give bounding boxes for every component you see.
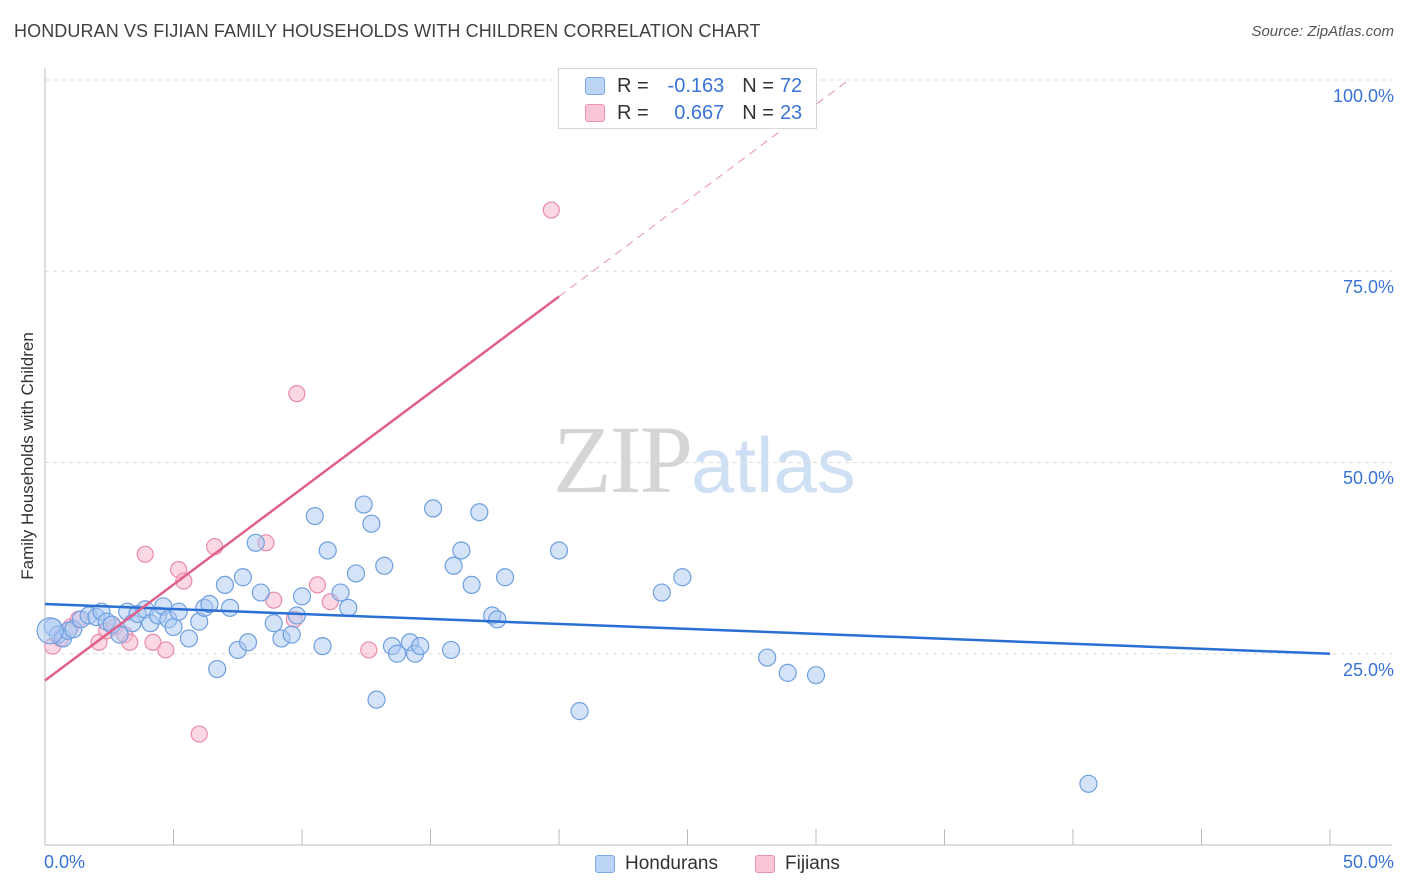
legend-row-fijians: R = 0.667 N = 23: [585, 100, 802, 126]
hondurans-point: [495, 568, 515, 587]
hondurans-point: [246, 533, 265, 552]
hondurans-point: [452, 541, 471, 560]
y-tick-label-25: 25.0%: [1342, 660, 1394, 680]
hondurans-legend-swatch: [595, 855, 615, 873]
hondurans-trend-line: [44, 602, 1331, 655]
y-axis-label: Family Households with Children: [18, 332, 37, 580]
hondurans-point: [318, 541, 337, 560]
legend-row-hondurans: R = -0.163 N = 72: [585, 73, 802, 99]
hondurans-point: [806, 666, 826, 685]
hondurans-point: [251, 583, 270, 602]
fijians-legend-label: Fijians: [785, 853, 840, 874]
hondurans-point: [441, 640, 461, 660]
hondurans-point: [287, 606, 306, 625]
r-value-hondurans: -0.163: [667, 74, 725, 97]
hondurans-point: [292, 587, 312, 606]
axes: [44, 68, 1392, 846]
n-label: N =: [742, 101, 774, 124]
hondurans-legend-label: Hondurans: [625, 853, 718, 874]
fijians-point: [542, 201, 560, 219]
hondurans-point: [549, 541, 569, 560]
hondurans-point: [673, 568, 692, 587]
x-tick-label-max: 50.0%: [1342, 852, 1394, 872]
fijians-swatch: [585, 104, 605, 122]
hondurans-point: [470, 503, 489, 522]
hondurans-point: [305, 506, 324, 526]
watermark-atlas: atlas: [691, 421, 856, 509]
hondurans-point: [179, 629, 199, 648]
hondurans-point: [233, 568, 252, 587]
hondurans-point: [264, 614, 283, 633]
fijians-point: [157, 641, 175, 659]
y-tick-label-100: 100.0%: [1332, 86, 1394, 106]
watermark-zip: ZIP: [553, 406, 693, 513]
hondurans-point: [1079, 774, 1098, 793]
source-credit: Source: ZipAtlas.com: [1251, 23, 1394, 40]
fijians-point: [288, 385, 306, 403]
hondurans-point: [488, 610, 507, 629]
hondurans-point: [367, 690, 386, 709]
bottom-legend-hondurans: Hondurans: [595, 852, 718, 876]
hondurans-point: [411, 636, 430, 656]
hondurans-point: [375, 556, 394, 575]
hondurans-point: [362, 514, 381, 533]
hondurans-point: [238, 633, 258, 652]
hondurans-point: [354, 495, 373, 514]
hondurans-point: [778, 663, 797, 682]
hondurans-point: [444, 556, 463, 575]
hondurans-point: [282, 625, 301, 644]
hondurans-point: [313, 636, 332, 656]
fijians-point: [190, 725, 208, 743]
y-tick-label-75: 75.0%: [1342, 277, 1394, 297]
hondurans-point: [200, 594, 219, 614]
fijians-point: [175, 572, 193, 590]
hondurans-point: [220, 598, 240, 617]
x-tick-label-min: 0.0%: [44, 852, 86, 872]
n-value-hondurans: 72: [779, 74, 803, 97]
hondurans-swatch: [585, 77, 605, 95]
hondurans-point: [387, 644, 407, 663]
r-label: R =: [617, 74, 649, 97]
hondurans-point: [346, 564, 366, 583]
n-label: N =: [742, 74, 774, 97]
y-tick-label-50: 50.0%: [1342, 468, 1394, 488]
hondurans-points: [36, 495, 1098, 793]
r-label: R =: [617, 101, 649, 124]
chart-title: HONDURAN VS FIJIAN FAMILY HOUSEHOLDS WIT…: [14, 21, 761, 41]
hondurans-point: [462, 575, 481, 595]
bottom-legend-fijians: Fijians: [755, 852, 840, 876]
fijians-points: [44, 201, 560, 743]
fijians-point: [136, 545, 154, 563]
watermark: ZIPatlas: [553, 404, 856, 515]
r-value-fijians: 0.667: [674, 101, 725, 124]
fijians-legend-swatch: [755, 855, 775, 873]
fijians-trend-line: [44, 295, 560, 682]
hondurans-point: [423, 499, 443, 518]
fijians-point: [308, 576, 327, 594]
hondurans-point: [208, 659, 227, 679]
fijians-point: [144, 633, 162, 651]
hondurans-point: [758, 648, 777, 667]
hondurans-point: [570, 702, 589, 721]
hondurans-point: [652, 583, 671, 602]
hondurans-point: [36, 617, 64, 645]
fijians-point: [360, 641, 378, 659]
hondurans-point: [164, 617, 183, 637]
grid-lines: [45, 79, 1392, 655]
hondurans-point: [215, 575, 234, 595]
n-value-fijians: 23: [779, 101, 803, 124]
correlation-legend: R = -0.163 N = 72 R = 0.667 N = 23: [558, 68, 817, 129]
hondurans-point: [169, 602, 188, 621]
trend-lines: [44, 79, 1331, 682]
hondurans-point: [339, 598, 358, 617]
hondurans-point: [331, 583, 350, 602]
